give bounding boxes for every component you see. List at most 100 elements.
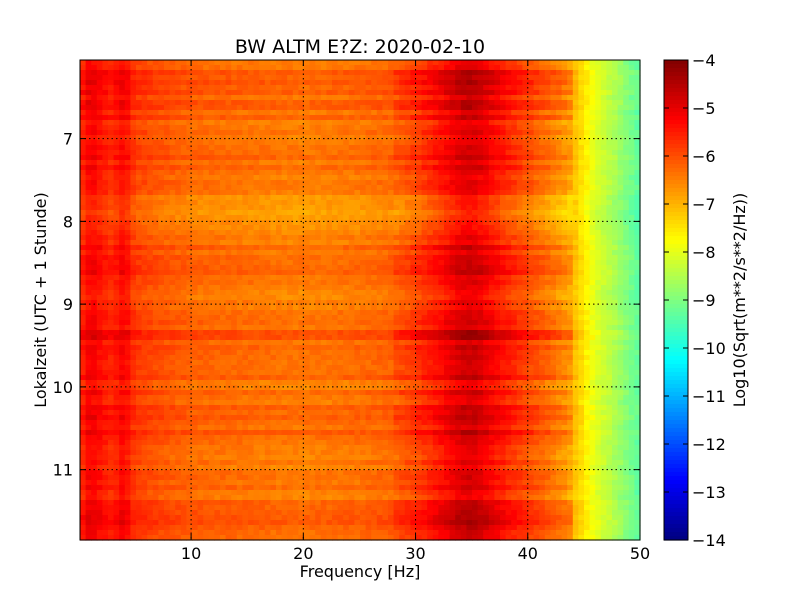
heatmap-cell <box>208 210 215 216</box>
heatmap-cell <box>248 280 255 286</box>
heatmap-cell <box>612 100 619 106</box>
heatmap-cell <box>578 260 585 266</box>
heatmap-cell <box>147 275 154 281</box>
heatmap-cell <box>606 255 613 261</box>
heatmap-cell <box>337 180 344 186</box>
heatmap-cell <box>124 255 131 261</box>
heatmap-cell <box>119 250 126 256</box>
heatmap-cell <box>528 135 535 141</box>
heatmap-cell <box>628 190 635 196</box>
heatmap-cell <box>595 220 602 226</box>
heatmap-cell <box>102 225 109 231</box>
heatmap-cell <box>416 120 423 126</box>
heatmap-cell <box>388 245 395 251</box>
heatmap-cell <box>567 90 574 96</box>
heatmap-cell <box>584 75 591 81</box>
heatmap-cell <box>556 105 563 111</box>
heatmap-cell <box>186 250 193 256</box>
heatmap-cell <box>337 255 344 261</box>
heatmap-cell <box>304 300 311 306</box>
heatmap-cell <box>477 190 484 196</box>
heatmap-cell <box>225 90 232 96</box>
heatmap-cell <box>371 85 378 91</box>
heatmap-cell <box>488 205 495 211</box>
heatmap-cell <box>500 190 507 196</box>
heatmap-cell <box>438 105 445 111</box>
heatmap-cell <box>315 285 322 291</box>
heatmap-cell <box>578 210 585 216</box>
heatmap-cell <box>96 75 103 81</box>
heatmap-cell <box>80 110 87 116</box>
heatmap-cell <box>152 115 159 121</box>
heatmap-cell <box>348 165 355 171</box>
heatmap-cell <box>606 165 613 171</box>
heatmap-cell <box>449 150 456 156</box>
heatmap-cell <box>164 170 171 176</box>
heatmap-cell <box>270 300 277 306</box>
heatmap-cell <box>421 145 428 151</box>
heatmap-cell <box>315 155 322 161</box>
heatmap-cell <box>371 95 378 101</box>
heatmap-cell <box>102 195 109 201</box>
heatmap-cell <box>421 135 428 141</box>
heatmap-cell <box>147 180 154 186</box>
heatmap-cell <box>399 240 406 246</box>
heatmap-cell <box>404 125 411 131</box>
heatmap-cell <box>91 160 98 166</box>
heatmap-cell <box>253 160 260 166</box>
heatmap-cell <box>220 90 227 96</box>
heatmap-cell <box>516 160 523 166</box>
heatmap-cell <box>404 280 411 286</box>
heatmap-cell <box>399 265 406 271</box>
heatmap-cell <box>236 195 243 201</box>
heatmap-cell <box>544 290 551 296</box>
heatmap-cell <box>388 285 395 291</box>
heatmap-cell <box>130 295 137 301</box>
heatmap-cell <box>119 170 126 176</box>
heatmap-cell <box>550 150 557 156</box>
heatmap-cell <box>225 105 232 111</box>
heatmap-cell <box>578 300 585 306</box>
heatmap-cell <box>522 145 529 151</box>
heatmap-cell <box>287 210 294 216</box>
heatmap-cell <box>141 80 148 86</box>
heatmap-cell <box>483 170 490 176</box>
heatmap-cell <box>287 275 294 281</box>
heatmap-cell <box>505 75 512 81</box>
heatmap-cell <box>264 90 271 96</box>
heatmap-cell <box>589 90 596 96</box>
heatmap-cell <box>152 95 159 101</box>
heatmap-cell <box>623 70 630 76</box>
heatmap-cell <box>80 270 87 276</box>
heatmap-cell <box>248 220 255 226</box>
heatmap-cell <box>203 205 210 211</box>
heatmap-cell <box>488 110 495 116</box>
heatmap-cell <box>259 65 266 71</box>
heatmap-cell <box>488 65 495 71</box>
heatmap-cell <box>225 290 232 296</box>
heatmap-cell <box>483 150 490 156</box>
heatmap-cell <box>270 110 277 116</box>
heatmap-cell <box>399 195 406 201</box>
heatmap-cell <box>180 135 187 141</box>
heatmap-cell <box>376 220 383 226</box>
heatmap-cell <box>354 130 361 136</box>
heatmap-cell <box>136 185 143 191</box>
heatmap-cell <box>113 290 120 296</box>
heatmap-cell <box>460 240 467 246</box>
heatmap-cell <box>488 150 495 156</box>
heatmap-cell <box>522 100 529 106</box>
heatmap-cell <box>287 280 294 286</box>
heatmap-cell <box>444 170 451 176</box>
heatmap-cell <box>393 185 400 191</box>
heatmap-cell <box>158 230 165 236</box>
heatmap-cell <box>539 115 546 121</box>
heatmap-cell <box>231 250 238 256</box>
heatmap-cell <box>528 270 535 276</box>
heatmap-cell <box>416 245 423 251</box>
heatmap-cell <box>152 135 159 141</box>
heatmap-cell <box>539 95 546 101</box>
heatmap-cell <box>147 75 154 81</box>
heatmap-cell <box>85 180 92 186</box>
heatmap-cell <box>96 185 103 191</box>
